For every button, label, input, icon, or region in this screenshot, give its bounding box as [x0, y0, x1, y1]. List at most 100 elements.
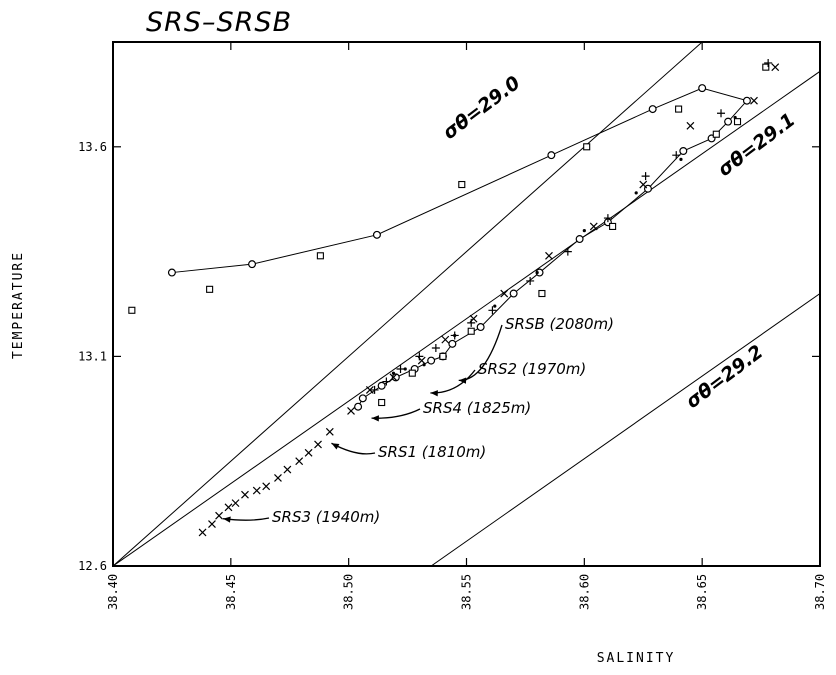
data-point-circle: [358, 394, 367, 403]
data-point-cross: [224, 503, 233, 512]
data-point-square: [467, 327, 475, 335]
y-tick-label: 13.6: [78, 140, 107, 154]
x-axis-label: SALINITY: [597, 651, 676, 666]
data-point-plus: [488, 306, 497, 315]
data-point-cross: [686, 121, 695, 130]
isopycnal-label-29-0: σθ=29.0: [439, 72, 525, 144]
data-point-cross: [231, 499, 240, 508]
annotation-srs1: SRS1 (1810m): [378, 443, 486, 461]
data-point-cross: [304, 448, 313, 457]
data-point-cross: [639, 180, 648, 189]
data-point-plus: [431, 344, 440, 353]
data-point-cross: [545, 251, 553, 260]
data-point-plus: [526, 276, 535, 285]
data-point-square: [378, 398, 386, 407]
data-point-cross: [241, 490, 249, 499]
data-point-dot: [582, 229, 586, 233]
data-point-square: [583, 143, 591, 151]
x-tick-label: 38.40: [106, 574, 120, 610]
data-point-cross: [262, 482, 271, 491]
annotation-arrowhead: [458, 377, 467, 384]
series-square: [128, 63, 770, 407]
data-point-plus: [672, 151, 681, 160]
data-point-circle: [724, 117, 733, 126]
data-point-cross: [325, 427, 334, 436]
data-point-circle: [377, 381, 386, 390]
data-point-cross: [252, 486, 261, 495]
data-point-square: [128, 306, 136, 314]
x-tick-label: 38.55: [460, 574, 474, 610]
isopycnal-line: [430, 293, 820, 566]
data-point-cross: [771, 63, 780, 72]
data-point-plus: [717, 109, 726, 118]
data-point-cross: [208, 520, 216, 529]
data-point-circle: [248, 260, 257, 269]
series-cross: [198, 63, 780, 537]
x-tick-label: 38.45: [224, 574, 238, 610]
data-series: [128, 58, 780, 537]
data-point-square: [733, 118, 742, 126]
data-point-dot: [453, 333, 457, 338]
data-point-square: [458, 180, 466, 189]
x-tick-label: 38.70: [813, 574, 827, 610]
data-point-dot: [422, 363, 426, 367]
data-point-circle: [547, 151, 556, 160]
data-point-cross: [274, 474, 282, 482]
data-point-cross: [750, 96, 758, 105]
data-point-dot: [403, 367, 407, 371]
data-point-plus: [396, 364, 405, 373]
y-tick-label: 13.1: [78, 349, 107, 363]
data-point-cross: [283, 465, 292, 474]
data-point-square: [675, 105, 683, 113]
data-point-square: [439, 352, 447, 360]
data-point-circle: [679, 146, 688, 155]
isopycnal-line: [113, 42, 703, 566]
data-point-cross: [389, 373, 398, 382]
data-point-plus: [370, 385, 379, 394]
data-point-plus: [764, 58, 773, 67]
annotation-srs3: SRS3 (1940m): [272, 508, 380, 526]
data-point-dot: [679, 157, 683, 161]
data-point-cross: [417, 356, 426, 365]
data-point-circle: [391, 373, 400, 382]
data-point-cross: [365, 386, 374, 394]
annotation-arrowhead: [331, 443, 340, 450]
data-point-cross: [295, 457, 304, 466]
isopycnal-lines: [113, 42, 820, 566]
data-point-dot: [493, 304, 497, 308]
data-point-circle: [372, 230, 381, 239]
data-point-circle: [448, 339, 457, 348]
annotation-srs2: SRS2 (1970m): [478, 360, 586, 378]
series-dot: [391, 115, 737, 375]
annotation-arrows: [222, 324, 503, 523]
data-point-plus: [467, 318, 476, 327]
data-point-dot: [634, 191, 638, 195]
y-axis-label: TEMPERATURE: [11, 251, 26, 359]
annotation-arrowhead: [430, 390, 438, 397]
data-point-square: [609, 222, 617, 230]
data-point-circle: [509, 289, 518, 298]
annotation-srs4: SRS4 (1825m): [423, 399, 531, 417]
x-tick-label: 38.60: [577, 574, 591, 610]
data-point-square: [206, 285, 214, 293]
data-point-circle: [354, 402, 363, 411]
data-point-plus: [641, 172, 650, 181]
data-point-cross: [589, 222, 598, 231]
annotation-leader: [430, 369, 476, 394]
data-point-cross: [469, 314, 478, 323]
data-point-circle: [648, 105, 657, 114]
data-point-square: [538, 289, 546, 298]
chart-title: SRS–SRSB: [146, 7, 292, 38]
data-point-cross: [314, 440, 322, 449]
data-point-plus: [382, 377, 391, 386]
data-point-dot: [733, 115, 737, 120]
data-point-square: [762, 63, 770, 71]
data-point-plus: [603, 214, 612, 223]
data-point-cross: [198, 528, 207, 537]
data-point-circle: [575, 235, 584, 244]
data-point-square: [408, 369, 416, 377]
data-point-dot: [391, 371, 396, 375]
data-point-circle: [167, 268, 176, 277]
annotation-arrowhead: [223, 516, 231, 523]
